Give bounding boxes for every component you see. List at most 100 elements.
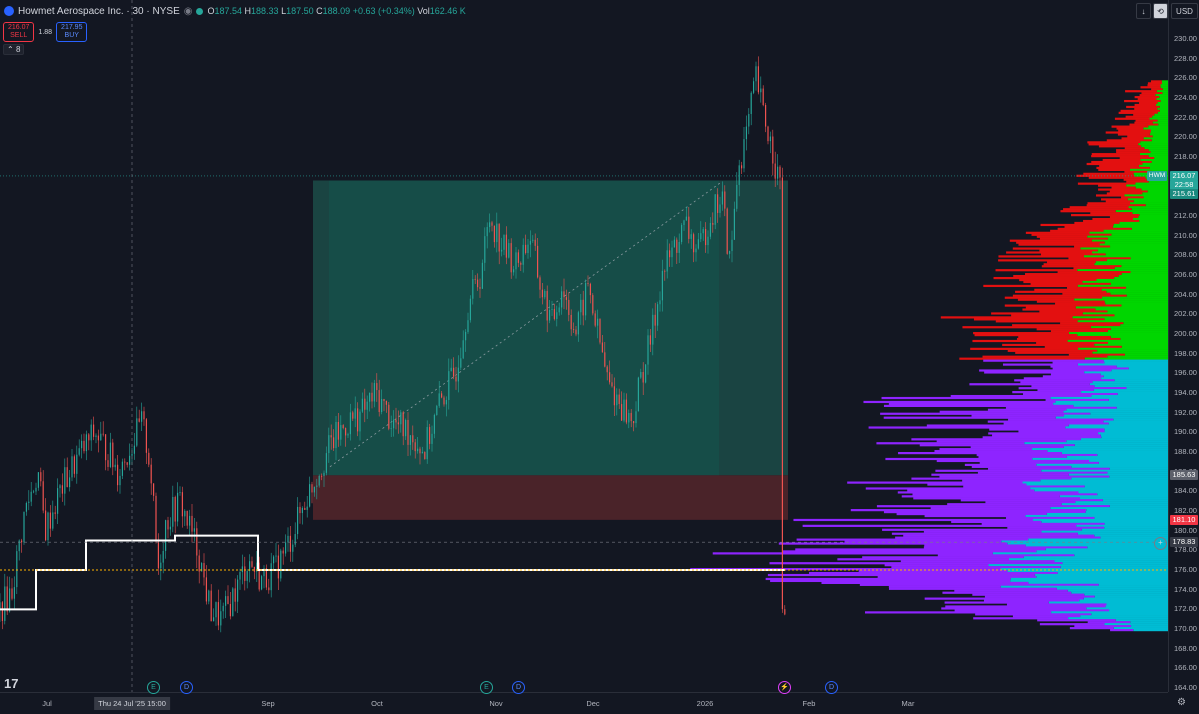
volume-profile-bar-up bbox=[1071, 477, 1168, 480]
volume-profile-bar-down bbox=[1134, 107, 1158, 111]
candle-body bbox=[136, 418, 138, 446]
candle-body bbox=[169, 526, 171, 530]
candle-body bbox=[589, 283, 591, 296]
candle-body bbox=[779, 166, 781, 178]
buy-button[interactable]: 217.95 BUY bbox=[56, 22, 88, 42]
auto-scale-icon[interactable]: ⟲ bbox=[1153, 3, 1168, 19]
candle-body bbox=[198, 555, 200, 572]
volume-profile-bar-down bbox=[962, 326, 1091, 329]
volume-profile-bar-down bbox=[1009, 239, 1092, 242]
candle-body bbox=[393, 419, 395, 429]
candle-body bbox=[143, 411, 145, 420]
currency-selector[interactable]: USD bbox=[1171, 3, 1198, 19]
volume-profile-bar-up bbox=[1100, 434, 1168, 437]
volume-profile-bar-down bbox=[923, 546, 1088, 549]
price-axis[interactable]: USD 230.00 228.00 226.00 224.00 222.00 220.00… bbox=[1147, 0, 1199, 692]
volume-profile-bar-up bbox=[1162, 82, 1168, 85]
volume-profile-bar-up bbox=[1094, 595, 1168, 598]
time-axis[interactable]: Jul Thu 24 Jul '25 15:00 Sep Oct Nov Dec… bbox=[0, 692, 1168, 714]
volume-profile-bar-up bbox=[1007, 570, 1168, 573]
volume-profile-bar-up bbox=[1036, 550, 1168, 553]
volume-profile-bar-down bbox=[1037, 389, 1094, 392]
candle-body bbox=[11, 588, 13, 599]
volume-profile-bar-up bbox=[1101, 436, 1168, 439]
candle-body bbox=[633, 421, 635, 424]
volume-profile-bar-up bbox=[1112, 225, 1168, 229]
eye-icon[interactable]: ◉ bbox=[183, 5, 193, 17]
volume-profile-bar-down bbox=[1006, 251, 1093, 254]
candle-body bbox=[597, 318, 599, 326]
volume-profile-bar-down bbox=[939, 448, 1033, 451]
tradingview-logo[interactable]: 17 bbox=[4, 676, 19, 691]
price-tick: 182.00 bbox=[1174, 506, 1197, 515]
volume-profile-bar-down bbox=[888, 587, 1057, 590]
candle-body bbox=[306, 506, 308, 510]
download-arrow-icon[interactable]: ↓ bbox=[1136, 3, 1151, 19]
split-icon[interactable]: ⚡ bbox=[778, 681, 791, 694]
volume-profile-bar-down bbox=[1147, 84, 1161, 87]
volume-profile-bar-up bbox=[1097, 493, 1168, 496]
volume-profile-bar-up bbox=[1151, 160, 1168, 164]
volume-profile-bar-down bbox=[1086, 204, 1146, 207]
volume-profile-bar-up bbox=[1130, 257, 1168, 260]
candle-body bbox=[527, 244, 529, 253]
candle-body bbox=[424, 451, 426, 460]
candle-body bbox=[484, 236, 486, 263]
candle-body bbox=[712, 222, 714, 225]
candle-body bbox=[402, 412, 404, 437]
volume-profile-bar-up bbox=[1160, 84, 1168, 87]
volume-profile-bar-down bbox=[1118, 129, 1152, 132]
volume-profile-bar-down bbox=[1134, 103, 1157, 107]
candle-body bbox=[491, 222, 493, 226]
volume-profile-bar-up bbox=[1127, 198, 1168, 201]
candle-body bbox=[570, 314, 572, 330]
volume-profile-bar-up bbox=[1161, 80, 1168, 83]
volume-profile-bar-up bbox=[1095, 261, 1168, 264]
countdown-badge: 22:58 bbox=[1170, 179, 1198, 190]
price-chart[interactable] bbox=[0, 0, 1168, 692]
dividend-icon[interactable]: D bbox=[825, 681, 838, 694]
volume-profile-bar-up bbox=[1098, 461, 1168, 465]
volume-profile-bar-down bbox=[1109, 190, 1148, 193]
volume-profile-bar-up bbox=[1159, 109, 1168, 112]
volume-profile-bar-up bbox=[1066, 408, 1168, 411]
volume-profile-bar-up bbox=[1083, 255, 1168, 258]
volume-profile-bar-down bbox=[1090, 212, 1133, 215]
candle-body bbox=[496, 223, 498, 243]
candle-body bbox=[762, 88, 764, 106]
time-label-2026: 2026 bbox=[696, 699, 714, 708]
candle-body bbox=[690, 234, 692, 239]
candle-body bbox=[767, 126, 769, 142]
collapse-chevron-icon: ⌃ bbox=[7, 45, 14, 54]
volume-profile-bar-down bbox=[912, 493, 1098, 496]
candle-body bbox=[196, 528, 198, 556]
dividend-icon[interactable]: D bbox=[180, 681, 193, 694]
dividend-icon[interactable]: D bbox=[512, 681, 525, 694]
settings-gear-icon[interactable]: ⚙ bbox=[1177, 697, 1186, 708]
volume-profile-bar-down bbox=[1046, 261, 1096, 264]
earnings-icon[interactable]: E bbox=[147, 681, 160, 694]
candle-body bbox=[753, 81, 755, 93]
volume-profile-bar-up bbox=[1115, 210, 1168, 213]
volume-profile-bar-down bbox=[1101, 198, 1128, 201]
volume-profile-bar-up bbox=[1063, 410, 1168, 413]
candle-body bbox=[743, 139, 745, 169]
candle-body bbox=[697, 239, 699, 249]
candle-body bbox=[45, 510, 47, 541]
candle-body bbox=[160, 562, 162, 569]
volume-profile-bar-down bbox=[795, 548, 1046, 551]
candle-body bbox=[220, 611, 222, 626]
indicators-counter[interactable]: ⌃ 8 bbox=[3, 44, 25, 55]
volume-profile-bar-up bbox=[1131, 208, 1168, 211]
candle-body bbox=[213, 617, 215, 622]
sell-button[interactable]: 216.07 SELL bbox=[3, 22, 35, 42]
symbol-title[interactable]: Howmet Aerospace Inc. · 30 · NYSE bbox=[18, 5, 180, 17]
volume-profile-bar-up bbox=[1124, 194, 1168, 197]
candle-body bbox=[85, 434, 87, 452]
volume-profile-bar-down bbox=[936, 440, 1067, 443]
candle-body bbox=[366, 401, 368, 410]
candle-body bbox=[21, 540, 23, 543]
candle-body bbox=[741, 165, 743, 169]
add-alert-plus-icon[interactable]: + bbox=[1154, 537, 1167, 550]
earnings-icon[interactable]: E bbox=[480, 681, 493, 694]
